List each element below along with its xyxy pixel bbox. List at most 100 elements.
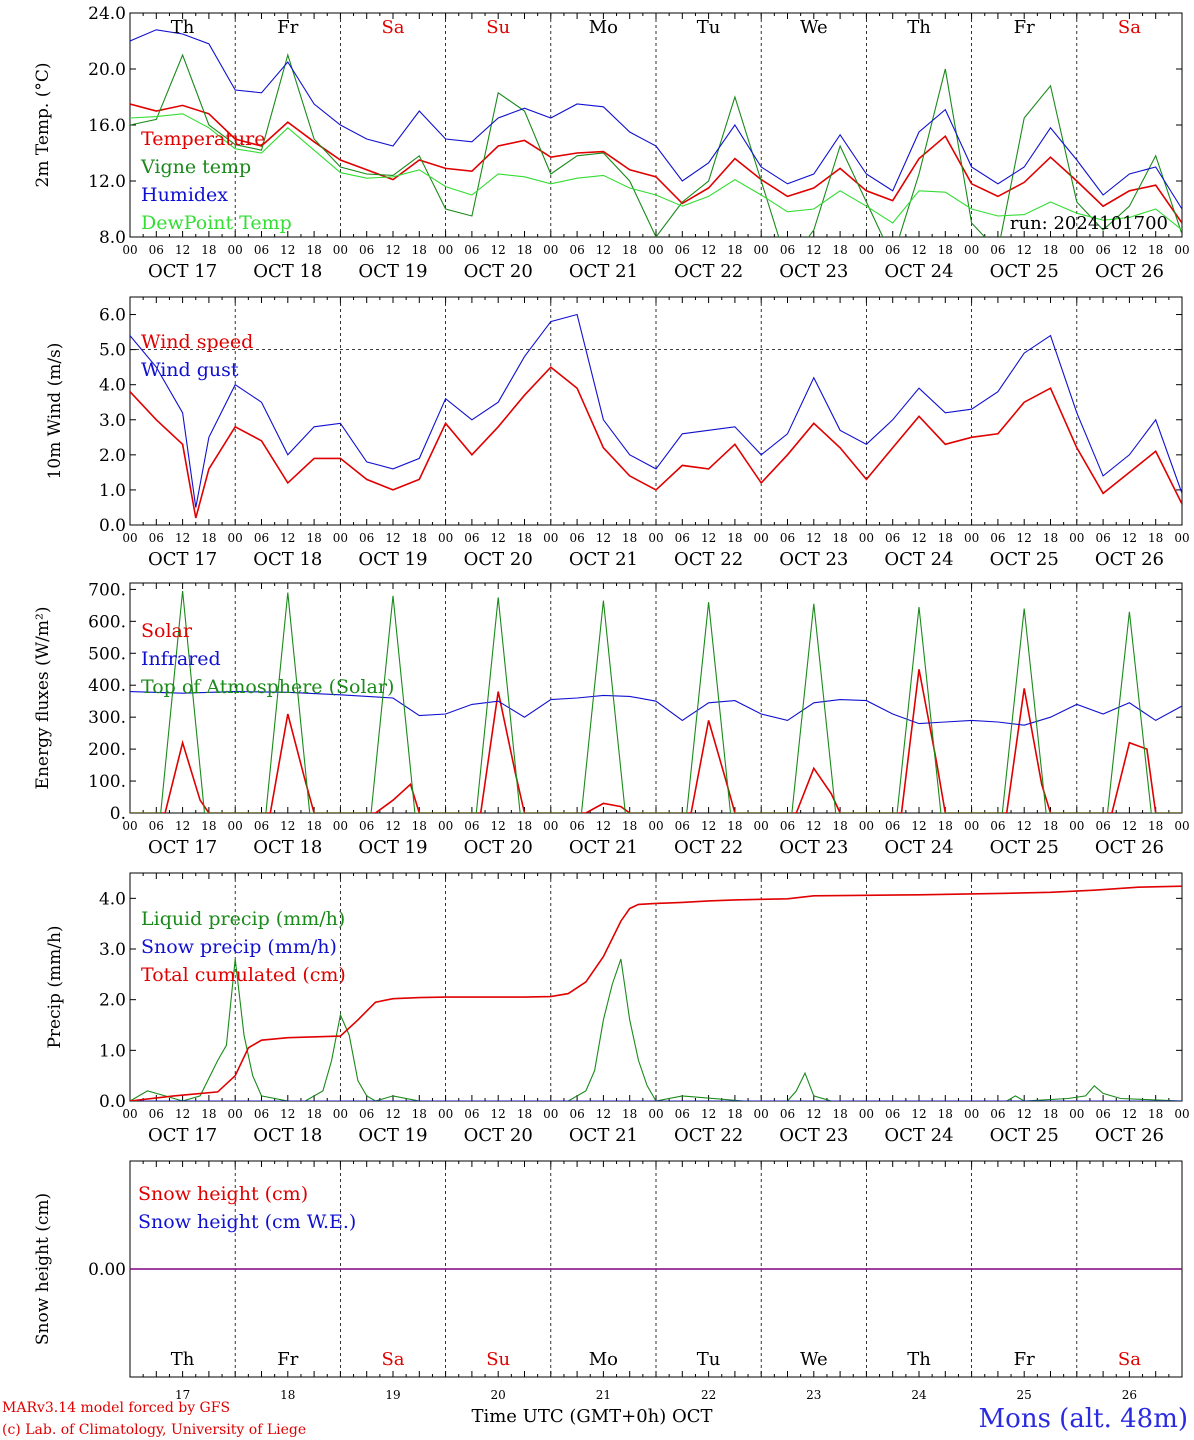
- x-tick-label: 18: [201, 819, 216, 833]
- x-tick-label: 00: [1174, 1107, 1189, 1121]
- x-tick-label: 00: [543, 531, 558, 545]
- x-tick-label: 18: [517, 243, 532, 257]
- x-tick-label: 18: [201, 531, 216, 545]
- day-name-label: Sa: [1118, 17, 1141, 38]
- x-tick-label: 18: [306, 243, 321, 257]
- date-label: OCT 17: [148, 549, 217, 570]
- y-tick-label: 3.0: [99, 940, 126, 960]
- x-tick-label: 06: [359, 819, 374, 833]
- day-number-label: 18: [280, 1388, 295, 1402]
- model-credit: MARv3.14 model forced by GFS: [2, 1400, 230, 1416]
- x-tick-label: 00: [648, 819, 663, 833]
- temp-y-axis-title: 2m Temp. (°C): [33, 62, 53, 187]
- y-tick-label: 500.: [88, 644, 126, 664]
- x-axis-title: Time UTC (GMT+0h) OCT: [471, 1406, 712, 1427]
- date-label: OCT 17: [148, 261, 217, 282]
- legend-entry: Total cumulated (cm): [141, 964, 346, 986]
- day-name-label: We: [800, 17, 828, 38]
- y-tick-label: 300.: [88, 708, 126, 728]
- x-tick-label: 06: [464, 531, 479, 545]
- x-tick-label: 06: [885, 1107, 900, 1121]
- x-tick-label: 00: [543, 1107, 558, 1121]
- day-name-label: Fr: [277, 17, 298, 38]
- y-tick-label: 20.0: [88, 60, 126, 80]
- date-label: OCT 22: [674, 1125, 743, 1146]
- x-tick-label: 00: [1069, 819, 1084, 833]
- date-label: OCT 25: [990, 837, 1059, 858]
- x-tick-label: 00: [964, 819, 979, 833]
- x-tick-label: 06: [569, 243, 584, 257]
- day-name-label: Fr: [1014, 1349, 1035, 1370]
- x-tick-label: 06: [464, 1107, 479, 1121]
- date-label: OCT 21: [569, 549, 638, 570]
- x-tick-label: 18: [727, 819, 742, 833]
- date-label: OCT 24: [884, 837, 953, 858]
- day-name-label: Th: [171, 1349, 195, 1370]
- x-tick-label: 06: [990, 819, 1005, 833]
- wind-y-axis-title: 10m Wind (m/s): [45, 343, 65, 480]
- y-tick-label: 4.0: [99, 889, 126, 909]
- legend-entry: Snow height (cm W.E.): [138, 1211, 356, 1233]
- x-tick-label: 06: [569, 819, 584, 833]
- x-tick-label: 06: [149, 243, 164, 257]
- x-tick-label: 12: [1017, 819, 1032, 833]
- x-tick-label: 12: [1017, 531, 1032, 545]
- x-tick-label: 06: [464, 819, 479, 833]
- x-tick-label: 06: [1095, 1107, 1110, 1121]
- x-tick-label: 00: [543, 243, 558, 257]
- x-tick-label: 00: [228, 243, 243, 257]
- x-tick-label: 06: [675, 531, 690, 545]
- x-tick-label: 00: [648, 531, 663, 545]
- x-tick-label: 00: [859, 1107, 874, 1121]
- x-tick-label: 06: [780, 1107, 795, 1121]
- day-number-label: 25: [1017, 1388, 1032, 1402]
- day-name-label: Th: [907, 17, 931, 38]
- y-tick-label: 2.0: [99, 991, 126, 1011]
- y-tick-label: 700.: [88, 580, 126, 600]
- x-tick-label: 18: [1148, 1107, 1163, 1121]
- legend-entry: Humidex: [141, 184, 228, 206]
- x-tick-label: 00: [648, 243, 663, 257]
- x-tick-label: 06: [464, 243, 479, 257]
- x-tick-label: 12: [911, 531, 926, 545]
- x-tick-label: 12: [385, 1107, 400, 1121]
- series-line-dewpoint-temp: [130, 113, 1182, 231]
- precip-panel: 00 06 12 18 OCT 17 00 06 12 18 OCT 18 00 06 12 18 OCT …: [45, 872, 1190, 1146]
- x-tick-label: 06: [675, 819, 690, 833]
- x-tick-label: 06: [675, 1107, 690, 1121]
- x-tick-label: 18: [622, 819, 637, 833]
- date-label: OCT 22: [674, 837, 743, 858]
- x-tick-label: 12: [280, 1107, 295, 1121]
- day-name-label: We: [800, 1349, 828, 1370]
- legend-entry: Vigne temp: [140, 156, 251, 178]
- x-tick-label: 12: [1017, 243, 1032, 257]
- temp-series-group: [130, 29, 1182, 237]
- series-line-liquid-precip-mm-h: [130, 958, 1182, 1101]
- x-tick-label: 06: [254, 243, 269, 257]
- date-label: OCT 23: [779, 1125, 848, 1146]
- footer: MARv3.14 model forced by GFS (c) Lab. of…: [2, 1400, 1188, 1438]
- x-tick-label: 06: [254, 531, 269, 545]
- y-tick-label: 12.0: [88, 172, 126, 192]
- x-tick-label: 00: [438, 819, 453, 833]
- energy-panel: 00 06 12 18 OCT 17 00 06 12 18 OCT 18 00 06 12 18 OCT …: [33, 580, 1190, 858]
- x-tick-label: 18: [412, 1107, 427, 1121]
- x-tick-label: 12: [491, 243, 506, 257]
- precip-series-group: [130, 885, 1182, 1101]
- x-tick-label: 06: [990, 243, 1005, 257]
- day-number-label: 19: [385, 1388, 400, 1402]
- meteogram-panels: 00 06 12 18 OCT 17 00 06 12 18 OCT 18 00 06 12 18 OCT …: [33, 4, 1190, 1402]
- date-label: OCT 26: [1095, 261, 1164, 282]
- day-number-label: 21: [596, 1388, 611, 1402]
- y-tick-label: 400.: [88, 676, 126, 696]
- day-name-label: Th: [907, 1349, 931, 1370]
- x-tick-label: 00: [964, 1107, 979, 1121]
- x-tick-label: 00: [333, 243, 348, 257]
- y-tick-label: 6.0: [99, 306, 126, 326]
- x-tick-label: 18: [938, 243, 953, 257]
- x-tick-label: 00: [333, 819, 348, 833]
- legend-entry: Infrared: [141, 648, 221, 670]
- x-tick-label: 06: [990, 1107, 1005, 1121]
- series-line-top-of-atmosphere-solar: [130, 590, 1182, 813]
- energy-series-group: [130, 590, 1182, 813]
